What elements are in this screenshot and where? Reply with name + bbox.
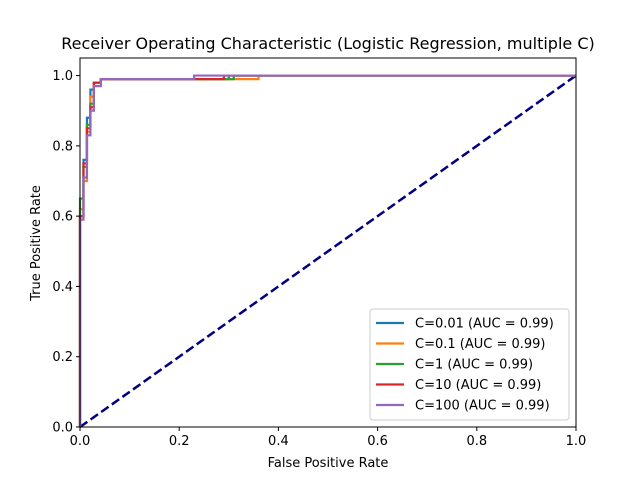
y-tick-label: 0.2 bbox=[52, 350, 73, 365]
chance-diagonal-line bbox=[79, 74, 577, 429]
legend: C=0.01 (AUC = 0.99) C=0.1 (AUC = 0.99) C=1… bbox=[369, 308, 570, 421]
legend-label-1: C=0.01 (AUC = 0.99) bbox=[415, 317, 554, 332]
legend-label-2: C=0.1 (AUC = 0.99) bbox=[415, 337, 546, 352]
legend-label-5: C=100 (AUC = 0.99) bbox=[415, 399, 550, 414]
x-axis-label: False Positive Rate bbox=[268, 456, 389, 471]
y-tick-label: 0.6 bbox=[52, 210, 73, 225]
y-tick-label: 0.8 bbox=[52, 139, 73, 154]
y-tick-label: 1.0 bbox=[52, 69, 73, 84]
plot-area bbox=[78, 74, 577, 429]
legend-label-4: C=10 (AUC = 0.99) bbox=[415, 378, 541, 393]
x-tick-label: 1.0 bbox=[566, 434, 587, 449]
x-tick-label: 0.0 bbox=[70, 434, 91, 449]
x-tick-label: 0.6 bbox=[367, 434, 388, 449]
axes-frame bbox=[79, 57, 577, 428]
y-axis-label: True Positive Rate bbox=[29, 185, 44, 302]
x-tick-label: 0.8 bbox=[466, 434, 487, 449]
axes: 0.0 0.2 0.4 0.6 0.8 1.0 0.0 0.2 0.4 0.6 0.8 1.0 bbox=[52, 57, 587, 449]
chart-title: Receiver Operating Characteristic (Logis… bbox=[61, 34, 594, 53]
y-tick-label: 0.4 bbox=[52, 280, 73, 295]
roc-curve-5 bbox=[78, 74, 576, 427]
legend-label-3: C=1 (AUC = 0.99) bbox=[415, 358, 533, 373]
x-tick-label: 0.2 bbox=[169, 434, 190, 449]
x-tick-label: 0.4 bbox=[268, 434, 289, 449]
y-tick-label: 0.0 bbox=[52, 421, 73, 436]
legend-box bbox=[369, 308, 570, 421]
